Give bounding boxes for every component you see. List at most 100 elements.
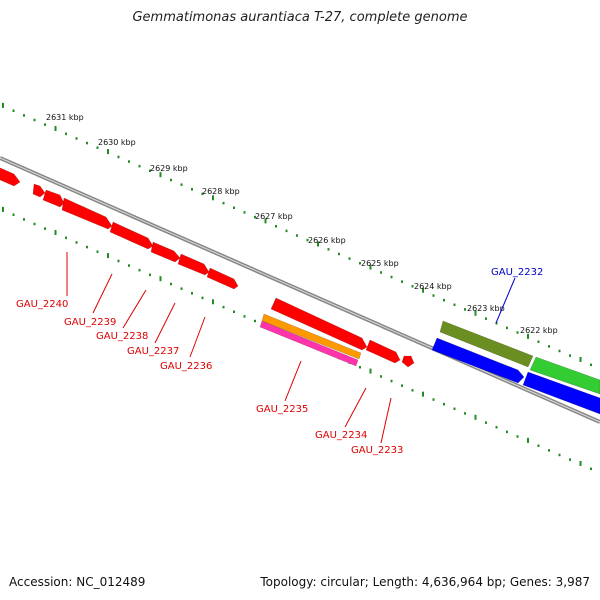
gene-label-gau-2233[interactable]: GAU_2233 — [351, 445, 403, 456]
leader-line — [344, 387, 367, 428]
minor-tick — [243, 315, 246, 318]
minor-tick — [275, 225, 277, 228]
gene-feature[interactable] — [259, 320, 359, 367]
minor-tick — [254, 215, 256, 219]
minor-tick — [96, 146, 99, 149]
gene-label-gau-2240[interactable]: GAU_2240 — [16, 299, 68, 310]
major-tick — [54, 229, 57, 235]
minor-tick — [485, 317, 487, 320]
major-tick — [2, 206, 4, 212]
gene-feature[interactable] — [401, 355, 415, 368]
minor-tick — [12, 109, 15, 112]
minor-tick — [411, 285, 414, 288]
minor-tick — [128, 264, 130, 267]
major-tick — [369, 368, 372, 374]
minor-tick — [254, 319, 256, 323]
leader-line — [122, 289, 147, 329]
kbp-tick-label: 2630 kbp — [98, 138, 136, 147]
minor-tick — [117, 259, 120, 263]
kbp-tick-label: 2622 kbp — [520, 326, 558, 335]
minor-tick — [327, 248, 330, 251]
minor-tick — [411, 389, 414, 392]
minor-tick — [33, 222, 36, 226]
kbp-tick-label: 2623 kbp — [467, 304, 505, 313]
minor-tick — [138, 268, 141, 272]
minor-tick — [516, 331, 519, 334]
major-tick — [474, 414, 477, 420]
gene-feature[interactable] — [529, 356, 600, 395]
minor-tick — [537, 340, 540, 343]
minor-tick — [201, 192, 204, 196]
gene-feature[interactable] — [0, 167, 21, 187]
minor-tick — [86, 141, 88, 145]
gene-label-leaders — [66, 252, 516, 444]
leader-line — [92, 273, 113, 314]
minor-tick — [443, 298, 445, 302]
minor-tick — [569, 354, 571, 357]
minor-tick — [44, 123, 46, 126]
major-tick — [474, 310, 477, 316]
gene-label-gau-2232[interactable]: GAU_2232 — [491, 267, 543, 278]
minor-tick — [401, 280, 403, 283]
gene-feature[interactable] — [206, 267, 239, 290]
gene-feature[interactable] — [42, 189, 65, 208]
minor-tick — [44, 227, 46, 230]
major-tick — [159, 172, 162, 178]
genome-backbone-inner — [0, 157, 600, 423]
gene-feature[interactable] — [365, 339, 401, 364]
minor-tick — [285, 229, 288, 233]
minor-tick — [23, 114, 25, 117]
gene-label-gau-2239[interactable]: GAU_2239 — [64, 317, 116, 328]
gene-feature[interactable] — [522, 371, 600, 415]
gene-feature[interactable] — [431, 337, 525, 384]
major-tick — [317, 241, 319, 247]
minor-tick — [306, 238, 309, 242]
gene-label-gau-2237[interactable]: GAU_2237 — [127, 346, 179, 357]
minor-tick — [96, 250, 99, 253]
kbp-tick-labels: 2631 kbp 2630 kbp 2629 kbp 2628 kbp 2627… — [46, 113, 558, 335]
gene-feature[interactable] — [439, 320, 534, 368]
minor-tick — [495, 426, 498, 429]
gene-feature[interactable] — [270, 297, 368, 351]
gene-label-gau-2234[interactable]: GAU_2234 — [315, 430, 367, 441]
minor-tick — [138, 164, 141, 168]
major-tick — [369, 264, 372, 270]
minor-tick — [170, 282, 172, 286]
major-tick — [579, 356, 582, 362]
gene-feature[interactable] — [261, 313, 362, 360]
leader-line — [380, 397, 392, 444]
minor-tick — [485, 421, 487, 424]
minor-tick — [75, 241, 78, 244]
leader-line — [154, 302, 176, 344]
minor-tick — [401, 384, 403, 387]
minor-tick — [149, 273, 151, 277]
minor-tick — [348, 257, 351, 260]
gene-label-gau-2236[interactable]: GAU_2236 — [160, 361, 212, 372]
gene-feature[interactable] — [61, 197, 113, 230]
gene-feature[interactable] — [177, 253, 210, 276]
kbp-tick-label: 2627 kbp — [255, 212, 293, 221]
minor-tick — [548, 345, 550, 348]
minor-tick — [33, 118, 36, 122]
minor-tick — [23, 218, 25, 221]
gene-feature[interactable] — [109, 221, 154, 250]
major-tick — [2, 102, 4, 108]
gene-label-gau-2238[interactable]: GAU_2238 — [96, 331, 148, 342]
upper-tick-dots — [2, 102, 592, 367]
minor-tick — [495, 322, 498, 325]
minor-tick — [390, 379, 393, 383]
minor-tick — [233, 310, 235, 314]
minor-tick — [170, 178, 172, 182]
gene-feature[interactable] — [32, 183, 46, 198]
minor-tick — [558, 349, 561, 353]
minor-tick — [359, 261, 361, 265]
gene-label-gau-2235[interactable]: GAU_2235 — [256, 404, 308, 415]
minor-tick — [359, 365, 361, 369]
kbp-tick-label: 2625 kbp — [361, 259, 399, 268]
kbp-tick-label: 2631 kbp — [46, 113, 84, 122]
gene-feature[interactable] — [150, 241, 181, 263]
minor-tick — [380, 375, 382, 378]
major-tick — [107, 149, 109, 155]
major-tick — [107, 253, 109, 259]
